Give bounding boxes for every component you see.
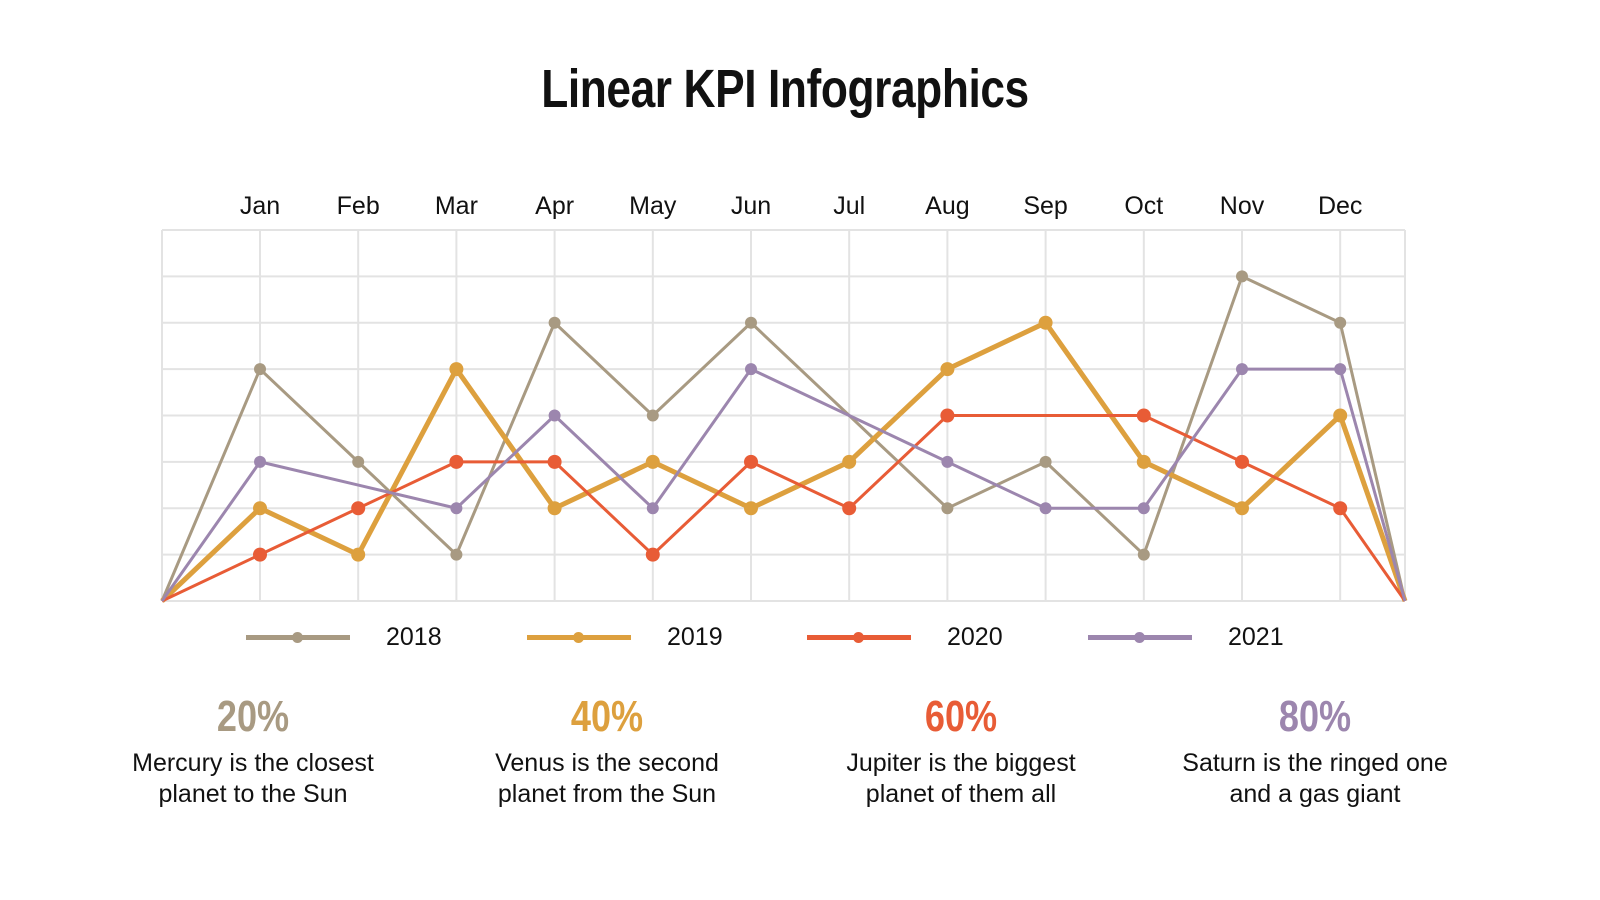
data-point-2018-Apr: [548, 316, 561, 329]
data-point-2018-Oct: [1137, 548, 1150, 561]
data-point-2020-Jan: [253, 547, 267, 562]
line-chart: Jan Feb Mar Apr May Jun Jul Aug Sep Oct Nov Dec: [160, 192, 1408, 603]
legend-swatch-icon: [1088, 631, 1192, 643]
data-point-2020-Jun: [744, 454, 758, 469]
x-tick-label: Nov: [1220, 192, 1265, 220]
kpi-text-line: planet from the Sun: [497, 780, 717, 808]
legend-swatch-icon: [527, 631, 631, 643]
x-tick-label: Jun: [731, 192, 771, 220]
legend-label: 2020: [947, 622, 1003, 651]
data-point-2019-Aug: [940, 362, 955, 377]
data-point-2019-Jun: [744, 501, 758, 516]
x-tick-label: Oct: [1124, 192, 1163, 220]
data-point-2020-Jul: [842, 501, 857, 516]
data-point-2020-May: [645, 547, 660, 562]
data-point-2021-May: [646, 502, 659, 515]
x-tick-label: Aug: [925, 192, 969, 220]
data-point-2019-Nov: [1235, 501, 1249, 516]
data-point-2018-Dec: [1334, 316, 1347, 329]
data-point-2021-Jun: [745, 363, 757, 376]
legend-item-2021: 2021: [1088, 620, 1284, 654]
data-point-2019-Jan: [253, 501, 267, 516]
x-tick-label: Mar: [435, 192, 478, 220]
data-point-2018-Aug: [941, 502, 954, 515]
kpi-value: 60%: [924, 692, 998, 741]
kpi-text-line: Venus is the second: [495, 749, 719, 777]
data-point-2018-Nov: [1236, 270, 1248, 283]
x-tick-label: Jan: [240, 192, 280, 220]
data-point-2020-Nov: [1235, 454, 1249, 469]
kpi-text-line: Jupiter is the biggest: [846, 749, 1076, 777]
x-tick-label: Sep: [1023, 192, 1067, 220]
data-point-2018-Sep: [1039, 455, 1052, 468]
kpi-text-line: Saturn is the ringed one: [1182, 749, 1448, 777]
data-point-2021-Apr: [548, 409, 561, 422]
data-point-2020-Feb: [351, 501, 366, 516]
kpi-description: Jupiter is the biggest planet of them all: [791, 748, 1131, 810]
data-point-2020-Oct: [1136, 408, 1151, 423]
legend-swatch-icon: [807, 631, 911, 643]
kpi-text-line: Mercury is the closest: [132, 749, 374, 777]
kpi-mercury: 20% Mercury is the closest planet to the …: [83, 692, 423, 810]
legend-item-2018: 2018: [246, 620, 442, 654]
x-tick-label: Jul: [833, 192, 865, 220]
data-point-2018-May: [646, 409, 659, 422]
data-point-2019-Sep: [1038, 315, 1053, 330]
data-point-2019-Dec: [1333, 408, 1348, 423]
data-point-2018-Feb: [352, 455, 365, 468]
kpi-description: Saturn is the ringed one and a gas giant: [1145, 748, 1485, 810]
series-line-2021: [160, 367, 1407, 602]
kpi-text-line: planet of them all: [865, 780, 1057, 808]
x-tick-label: Apr: [535, 192, 574, 220]
legend-label: 2021: [1228, 622, 1284, 651]
data-point-2019-Jul: [842, 454, 857, 469]
kpi-saturn: 80% Saturn is the ringed one and a gas gi…: [1145, 692, 1485, 810]
x-tick-label: May: [629, 192, 677, 220]
series-line-2020: [161, 414, 1407, 603]
kpi-value: 20%: [216, 692, 290, 741]
data-point-2019-Feb: [351, 547, 366, 562]
kpi-description: Mercury is the closest planet to the Sun: [83, 748, 423, 810]
kpi-value: 40%: [570, 692, 644, 741]
data-point-2021-Jan: [254, 455, 266, 468]
data-point-2019-Mar: [449, 362, 464, 377]
data-point-2021-Sep: [1039, 502, 1052, 515]
data-point-2021-Aug: [941, 455, 954, 468]
legend-item-2020: 2020: [807, 620, 1003, 654]
legend-label: 2019: [667, 622, 723, 651]
legend-item-2019: 2019: [527, 620, 723, 654]
data-point-2018-Mar: [450, 548, 463, 561]
data-point-2021-Oct: [1137, 502, 1150, 515]
data-point-2020-Aug: [940, 408, 955, 423]
data-point-2020-Dec: [1333, 501, 1348, 516]
data-point-2021-Nov: [1236, 363, 1248, 376]
data-point-2020-Mar: [449, 454, 464, 469]
kpi-description: Venus is the second planet from the Sun: [437, 748, 777, 810]
data-point-2018-Jan: [254, 363, 266, 376]
kpi-value: 80%: [1278, 692, 1352, 741]
kpi-text-line: planet to the Sun: [158, 780, 348, 808]
data-point-2019-May: [645, 454, 660, 469]
data-point-2021-Dec: [1334, 363, 1347, 376]
kpi-jupiter: 60% Jupiter is the biggest planet of them…: [791, 692, 1131, 810]
data-point-2019-Oct: [1136, 454, 1151, 469]
kpi-text-line: and a gas giant: [1229, 780, 1401, 808]
data-point-2020-Apr: [547, 454, 562, 469]
legend-swatch-icon: [246, 631, 350, 643]
x-tick-label: Dec: [1318, 192, 1362, 220]
data-point-2018-Jun: [745, 316, 757, 329]
kpi-venus: 40% Venus is the second planet from the S…: [437, 692, 777, 810]
page-title: Linear KPI Infographics: [541, 59, 1029, 119]
legend-label: 2018: [386, 622, 442, 651]
x-tick-label: Feb: [337, 192, 380, 220]
data-point-2019-Apr: [547, 501, 562, 516]
data-point-2021-Mar: [450, 502, 463, 515]
series-line-2018: [160, 274, 1407, 602]
